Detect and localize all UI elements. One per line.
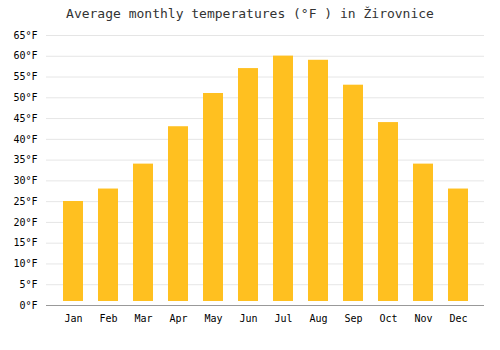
svg-text:Nov: Nov — [414, 313, 432, 324]
svg-text:60°F: 60°F — [13, 50, 37, 61]
svg-text:20°F: 20°F — [13, 217, 37, 228]
svg-text:Jun: Jun — [239, 313, 257, 324]
svg-text:Dec: Dec — [449, 313, 467, 324]
svg-text:40°F: 40°F — [13, 134, 37, 145]
svg-text:Jan: Jan — [64, 313, 82, 324]
svg-text:Apr: Apr — [169, 313, 187, 324]
svg-text:Oct: Oct — [379, 313, 397, 324]
svg-text:5°F: 5°F — [19, 279, 37, 290]
svg-text:15°F: 15°F — [13, 237, 37, 248]
svg-text:Aug: Aug — [309, 313, 327, 324]
svg-text:25°F: 25°F — [13, 196, 37, 207]
html-text:Average monthly temperatures (: Average monthly temperatures (°F ) in Ži… — [66, 6, 434, 21]
svg-text:May: May — [204, 313, 222, 324]
svg-text:35°F: 35°F — [13, 154, 37, 165]
svg-text:0°F: 0°F — [19, 300, 37, 311]
svg-text:55°F: 55°F — [13, 71, 37, 82]
svg-text:30°F: 30°F — [13, 175, 37, 186]
svg-text:Mar: Mar — [134, 313, 152, 324]
svg-text:65°F: 65°F — [13, 30, 37, 41]
svg-text:Sep: Sep — [344, 313, 362, 324]
svg-text:50°F: 50°F — [13, 92, 37, 103]
svg-text:Feb: Feb — [99, 313, 117, 324]
svg-text:45°F: 45°F — [13, 113, 37, 124]
svg-text:Jul: Jul — [274, 313, 292, 324]
svg-text:10°F: 10°F — [13, 258, 37, 269]
